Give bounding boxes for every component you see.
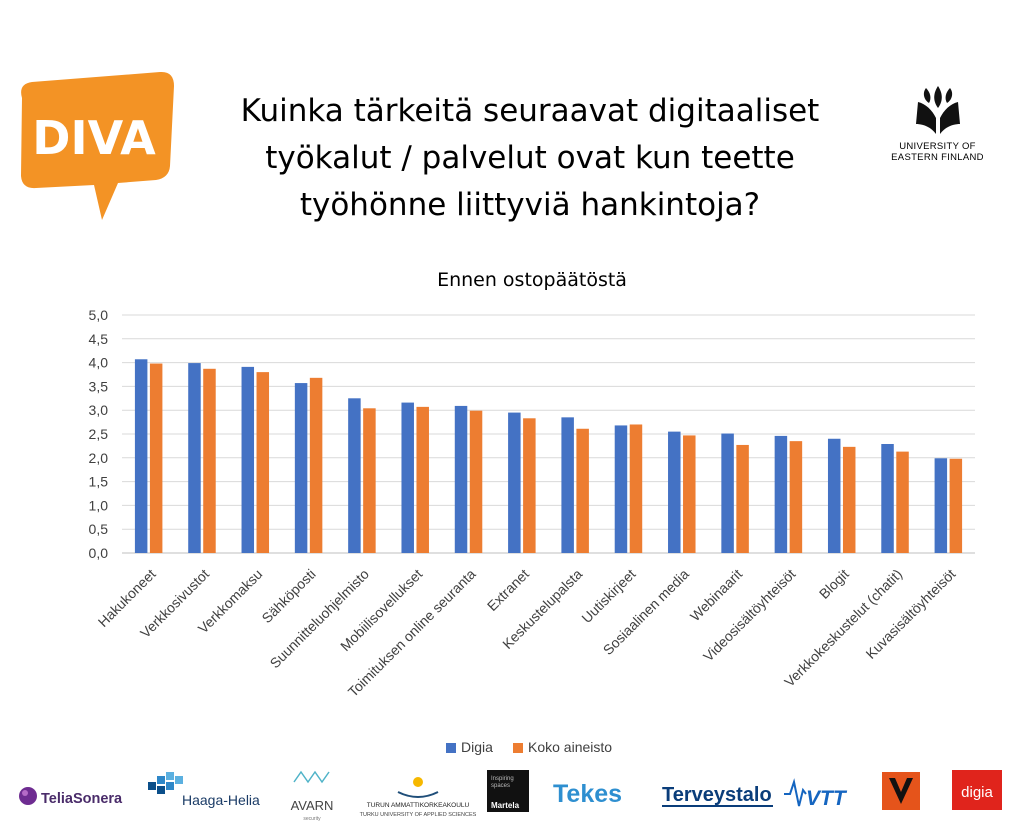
- partner-logos: TeliaSonera Haaga-Helia AVARN security T…: [19, 770, 1002, 822]
- svg-text:Martela: Martela: [491, 801, 520, 810]
- bar-digia: [721, 433, 734, 553]
- bar-koko-aineisto: [523, 418, 536, 553]
- legend-swatch-koko: [513, 743, 523, 753]
- turku-amk-logo: TURUN AMMATTIKORKEAKOULU TURKU UNIVERSIT…: [360, 777, 477, 818]
- bar-koko-aineisto: [416, 406, 429, 553]
- bar-koko-aineisto: [736, 444, 749, 553]
- title-line-2: työkalut / palvelut ovat kun teette: [265, 140, 795, 176]
- bar-koko-aineisto: [256, 372, 270, 553]
- svg-text:Terveystalo: Terveystalo: [662, 784, 772, 806]
- svg-text:Inspiring: Inspiring: [491, 776, 514, 782]
- bar-digia: [454, 405, 468, 553]
- bar-chart: Ennen ostopäätöstä 0,0 0,5 1,0 1,5 2,0 2,5 3,0…: [89, 269, 975, 755]
- fifth-logo-v: [882, 772, 920, 810]
- bar-koko-aineisto: [309, 377, 323, 553]
- teliasonera-logo: TeliaSonera: [19, 787, 123, 807]
- bar-koko-aineisto: [629, 424, 643, 553]
- y-tick-label: 2,0: [89, 450, 109, 466]
- legend-swatch-digia: [446, 743, 456, 753]
- bar-digia: [188, 363, 201, 553]
- bar-digia: [348, 398, 361, 553]
- diva-logo-bubble: [21, 71, 174, 220]
- vtt-logo: VTT: [784, 778, 848, 810]
- svg-text:TURKU UNIVERSITY OF APPLIED SC: TURKU UNIVERSITY OF APPLIED SCIENCES: [360, 812, 477, 818]
- bar-digia: [241, 366, 255, 553]
- x-axis-labels: HakukoneetVerkkosivustotVerkkomaksuSähkö…: [95, 566, 959, 700]
- y-tick-label: 0,5: [89, 521, 109, 537]
- x-tick-label: Extranet: [484, 566, 532, 614]
- diva-logo-text: DIVA: [32, 111, 156, 165]
- title-line-3: työhönne liittyviä hankintoja?: [299, 187, 761, 223]
- terveystalo-logo: Terveystalo: [662, 784, 773, 807]
- chart-bars: [134, 359, 963, 553]
- tekes-logo: Tekes: [553, 780, 622, 808]
- bar-koko-aineisto: [149, 363, 163, 553]
- y-tick-label: 5,0: [89, 307, 109, 323]
- x-tick-label: Suunnitteluohjelmisto: [267, 566, 373, 672]
- svg-text:security: security: [303, 816, 321, 822]
- bar-digia: [774, 435, 788, 553]
- uef-logo: UNIVERSITY OF EASTERN FINLAND: [880, 80, 995, 170]
- svg-text:TeliaSonera: TeliaSonera: [41, 791, 123, 807]
- y-tick-label: 1,5: [89, 474, 109, 490]
- bar-digia: [561, 417, 574, 553]
- bar-digia: [668, 431, 681, 553]
- bar-digia: [134, 359, 148, 553]
- y-tick-label: 4,5: [89, 331, 109, 347]
- x-tick-label: Blogit: [816, 566, 852, 602]
- y-tick-label: 4,0: [89, 355, 109, 371]
- svg-text:spaces: spaces: [491, 783, 510, 789]
- bar-koko-aineisto: [842, 446, 856, 553]
- svg-text:AVARN: AVARN: [291, 798, 334, 813]
- bar-digia: [614, 425, 628, 553]
- bar-koko-aineisto: [896, 451, 909, 553]
- chart-title: Ennen ostopäätöstä: [437, 269, 627, 291]
- bar-koko-aineisto: [203, 368, 216, 553]
- avarn-logo: AVARN security: [291, 770, 334, 822]
- diva-logo: DIVA: [21, 71, 174, 220]
- bar-digia: [881, 443, 894, 553]
- y-tick-label: 3,5: [89, 378, 109, 394]
- y-tick-label: 2,5: [89, 426, 109, 442]
- uef-emblem-icon: [915, 86, 960, 134]
- svg-text:Haaga-Helia: Haaga-Helia: [182, 792, 260, 808]
- legend-label-digia: Digia: [461, 739, 493, 755]
- title-line-1: Kuinka tärkeitä seuraavat digitaaliset: [240, 93, 820, 129]
- bar-koko-aineisto: [683, 435, 696, 553]
- legend-label-koko: Koko aineisto: [528, 739, 612, 755]
- y-tick-label: 0,0: [89, 545, 109, 561]
- svg-text:digia: digia: [961, 784, 993, 801]
- bar-koko-aineisto: [789, 441, 803, 553]
- bar-digia: [401, 402, 414, 553]
- haaga-helia-logo: Haaga-Helia: [148, 772, 260, 808]
- digia-logo: digia: [952, 770, 1002, 810]
- y-axis-ticks: 0,0 0,5 1,0 1,5 2,0 2,5 3,0 3,5 4,0 4,5 5,0: [89, 307, 109, 561]
- bar-koko-aineisto: [363, 408, 376, 553]
- bar-digia: [827, 438, 841, 553]
- bar-digia: [934, 458, 948, 553]
- bar-koko-aineisto: [469, 410, 483, 553]
- x-tick-label: Kuvasisältöyhteisöt: [862, 566, 958, 662]
- x-tick-label: Videosisältöyhteisöt: [700, 566, 799, 665]
- svg-text:VTT: VTT: [806, 787, 848, 810]
- y-tick-label: 3,0: [89, 402, 109, 418]
- chart-legend: Digia Koko aineisto: [446, 739, 612, 755]
- svg-text:Tekes: Tekes: [553, 780, 622, 808]
- svg-text:TURUN AMMATTIKORKEAKOULU: TURUN AMMATTIKORKEAKOULU: [367, 802, 470, 809]
- bar-digia: [294, 383, 308, 553]
- page-title: Kuinka tärkeitä seuraavat digitaaliset t…: [200, 88, 860, 229]
- martela-logo: Inspiring spaces Martela: [487, 770, 529, 812]
- y-tick-label: 1,0: [89, 497, 109, 513]
- bar-koko-aineisto: [949, 458, 963, 553]
- bar-koko-aineisto: [576, 428, 589, 553]
- uef-logo-text: UNIVERSITY OF EASTERN FINLAND: [891, 141, 984, 163]
- bar-digia: [508, 412, 521, 553]
